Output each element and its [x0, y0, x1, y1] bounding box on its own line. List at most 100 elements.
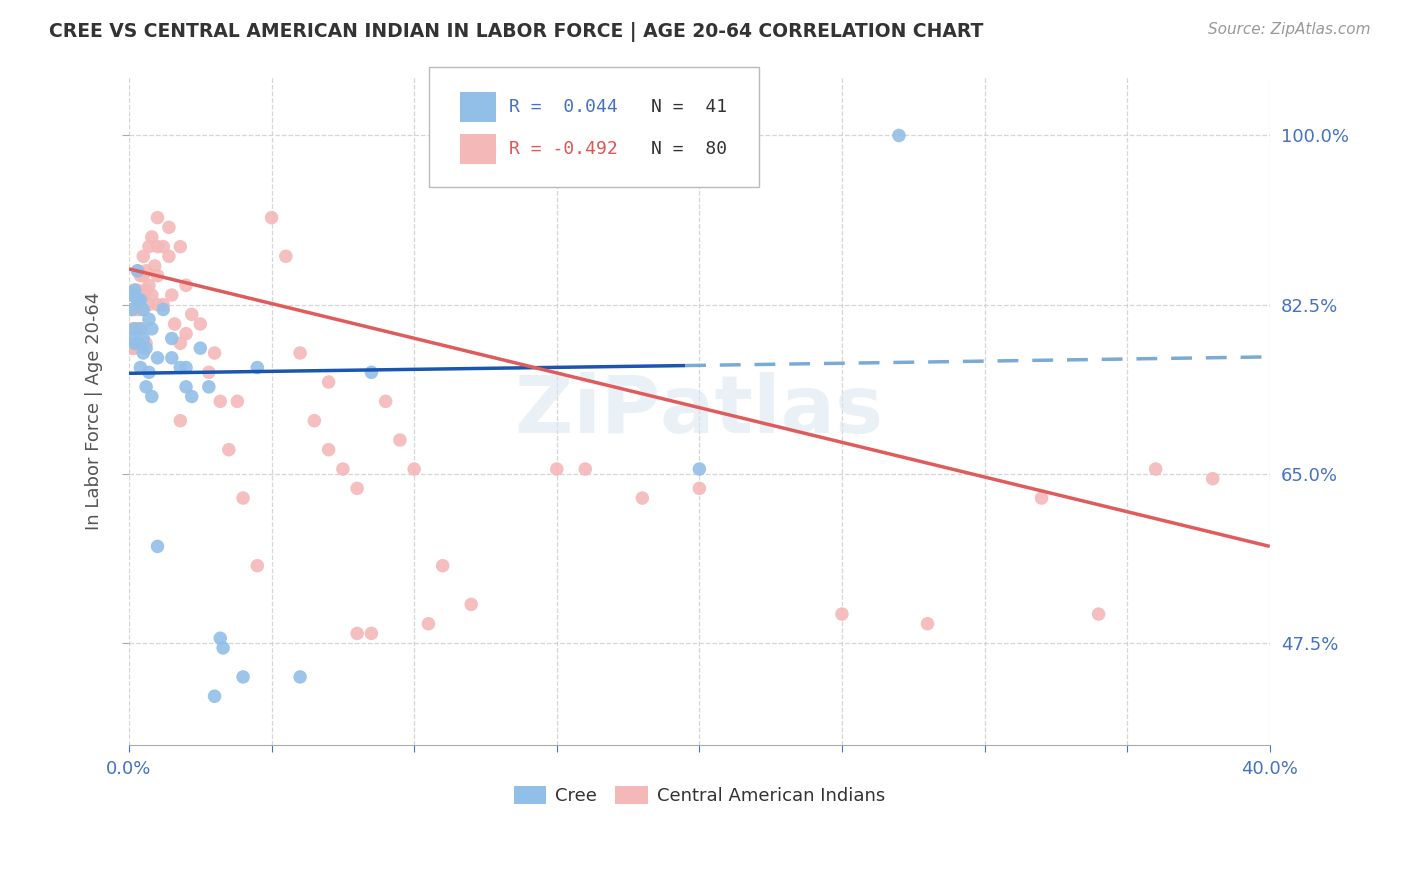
Point [174, 278, 197, 293]
Point [138, 312, 160, 326]
Point [129, 268, 152, 283]
Point [127, 293, 149, 307]
Point [141, 288, 163, 302]
Text: N =  41: N = 41 [651, 98, 727, 116]
Point [132, 249, 155, 263]
Point [132, 288, 155, 302]
Point [121, 331, 143, 345]
Point [180, 390, 202, 404]
Point [260, 211, 283, 225]
Point [127, 302, 149, 317]
Point [198, 365, 221, 379]
Point [129, 293, 152, 307]
Point [146, 240, 169, 254]
Point [288, 670, 311, 684]
Point [127, 264, 149, 278]
Point [135, 264, 157, 278]
Point [174, 360, 197, 375]
Point [574, 462, 596, 476]
Point [1201, 472, 1223, 486]
Point [169, 240, 191, 254]
Point [138, 365, 160, 379]
Point [546, 462, 568, 476]
Point [432, 558, 454, 573]
Point [157, 220, 180, 235]
Point [129, 322, 152, 336]
Point [246, 360, 269, 375]
Point [152, 240, 174, 254]
Point [374, 394, 396, 409]
Point [127, 264, 149, 278]
Point [146, 211, 169, 225]
Point [135, 336, 157, 351]
Point [124, 341, 146, 355]
Point [121, 322, 143, 336]
Point [138, 298, 160, 312]
Point [146, 540, 169, 554]
Point [121, 288, 143, 302]
Point [332, 462, 354, 476]
Point [917, 616, 939, 631]
Point [124, 336, 146, 351]
Text: CREE VS CENTRAL AMERICAN INDIAN IN LABOR FORCE | AGE 20-64 CORRELATION CHART: CREE VS CENTRAL AMERICAN INDIAN IN LABOR… [49, 22, 984, 42]
Point [226, 394, 249, 409]
Point [152, 298, 174, 312]
Point [124, 302, 146, 317]
Point [146, 298, 169, 312]
Point [127, 336, 149, 351]
Point [121, 302, 143, 317]
Point [141, 230, 163, 244]
Point [129, 360, 152, 375]
Point [246, 558, 269, 573]
Point [212, 640, 235, 655]
Point [135, 283, 157, 297]
Point [180, 307, 202, 321]
Point [132, 268, 155, 283]
Point [124, 283, 146, 297]
Point [132, 346, 155, 360]
Point [152, 302, 174, 317]
Point [163, 317, 186, 331]
Point [129, 288, 152, 302]
Point [121, 288, 143, 302]
Point [346, 482, 368, 496]
Point [157, 249, 180, 263]
Point [174, 380, 197, 394]
Point [138, 240, 160, 254]
Point [124, 322, 146, 336]
Point [204, 346, 226, 360]
Point [631, 491, 654, 505]
Point [135, 380, 157, 394]
Point [204, 690, 226, 704]
Point [218, 442, 240, 457]
Point [232, 491, 254, 505]
Point [831, 607, 853, 621]
Text: Source: ZipAtlas.com: Source: ZipAtlas.com [1208, 22, 1371, 37]
Point [127, 322, 149, 336]
Point [124, 288, 146, 302]
Point [360, 365, 382, 379]
Point [143, 259, 166, 273]
Point [138, 278, 160, 293]
Text: ZiP​atlas: ZiP​atlas [515, 372, 883, 450]
Point [169, 336, 191, 351]
Point [160, 288, 183, 302]
Point [174, 326, 197, 341]
Point [460, 598, 482, 612]
Point [132, 331, 155, 345]
Point [188, 341, 211, 355]
Legend: Cree, Central American Indians: Cree, Central American Indians [506, 779, 893, 813]
Text: R = -0.492: R = -0.492 [509, 140, 617, 158]
Point [1031, 491, 1053, 505]
Point [160, 351, 183, 365]
Point [146, 351, 169, 365]
Point [360, 626, 382, 640]
Point [1087, 607, 1109, 621]
Point [127, 293, 149, 307]
Point [132, 302, 155, 317]
Text: R =  0.044: R = 0.044 [509, 98, 617, 116]
Point [1144, 462, 1167, 476]
Point [141, 390, 163, 404]
Point [688, 482, 710, 496]
Point [135, 341, 157, 355]
